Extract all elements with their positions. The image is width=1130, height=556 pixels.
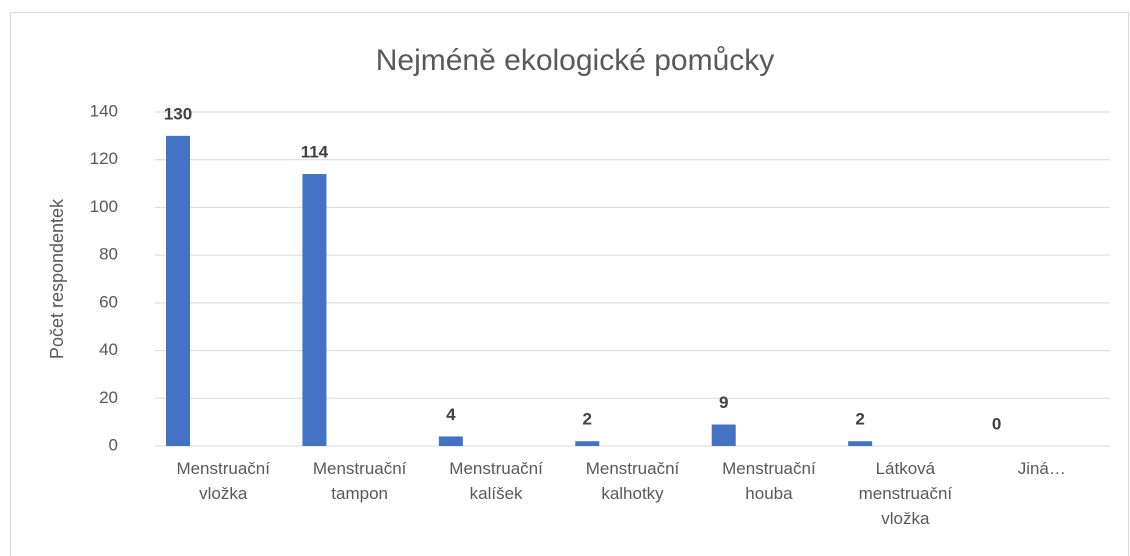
data-label: 4: [446, 405, 456, 424]
y-tick-label: 0: [109, 435, 118, 454]
data-label: 2: [855, 410, 864, 429]
y-tick-label: 80: [99, 245, 118, 264]
data-label: 9: [719, 393, 728, 412]
x-tick-label: Menstruační tampon: [313, 459, 407, 503]
bar: [575, 441, 600, 446]
x-tick-label: Látková menstruační vložka: [859, 459, 953, 528]
data-label: 0: [992, 414, 1001, 433]
bar: [302, 174, 327, 446]
bar: [166, 135, 190, 446]
bar: [438, 436, 463, 446]
y-tick-label: 60: [99, 292, 118, 311]
data-label: 2: [583, 410, 592, 429]
data-label: 114: [301, 143, 329, 162]
y-tick-label: 140: [90, 101, 118, 120]
x-tick-label: Menstruační houba: [722, 459, 816, 503]
chart-frame: [10, 12, 1129, 556]
bar: [711, 424, 736, 446]
y-tick-label: 120: [90, 149, 118, 168]
y-tick-label: 40: [99, 340, 118, 359]
data-label: 130: [164, 104, 192, 123]
bar: [848, 441, 873, 446]
y-axis-label: Počet respondentek: [47, 198, 67, 359]
x-tick-label: Jiná…: [1018, 459, 1066, 478]
chart-title: Nejméně ekologické pomůcky: [376, 44, 775, 77]
y-tick-label: 100: [90, 197, 118, 216]
x-tick-label: Menstruační kalíšek: [449, 459, 543, 503]
y-tick-label: 20: [99, 388, 118, 407]
x-tick-label: Menstruační kalhotky: [586, 459, 680, 503]
x-tick-label: Menstruační vložka: [176, 459, 270, 503]
